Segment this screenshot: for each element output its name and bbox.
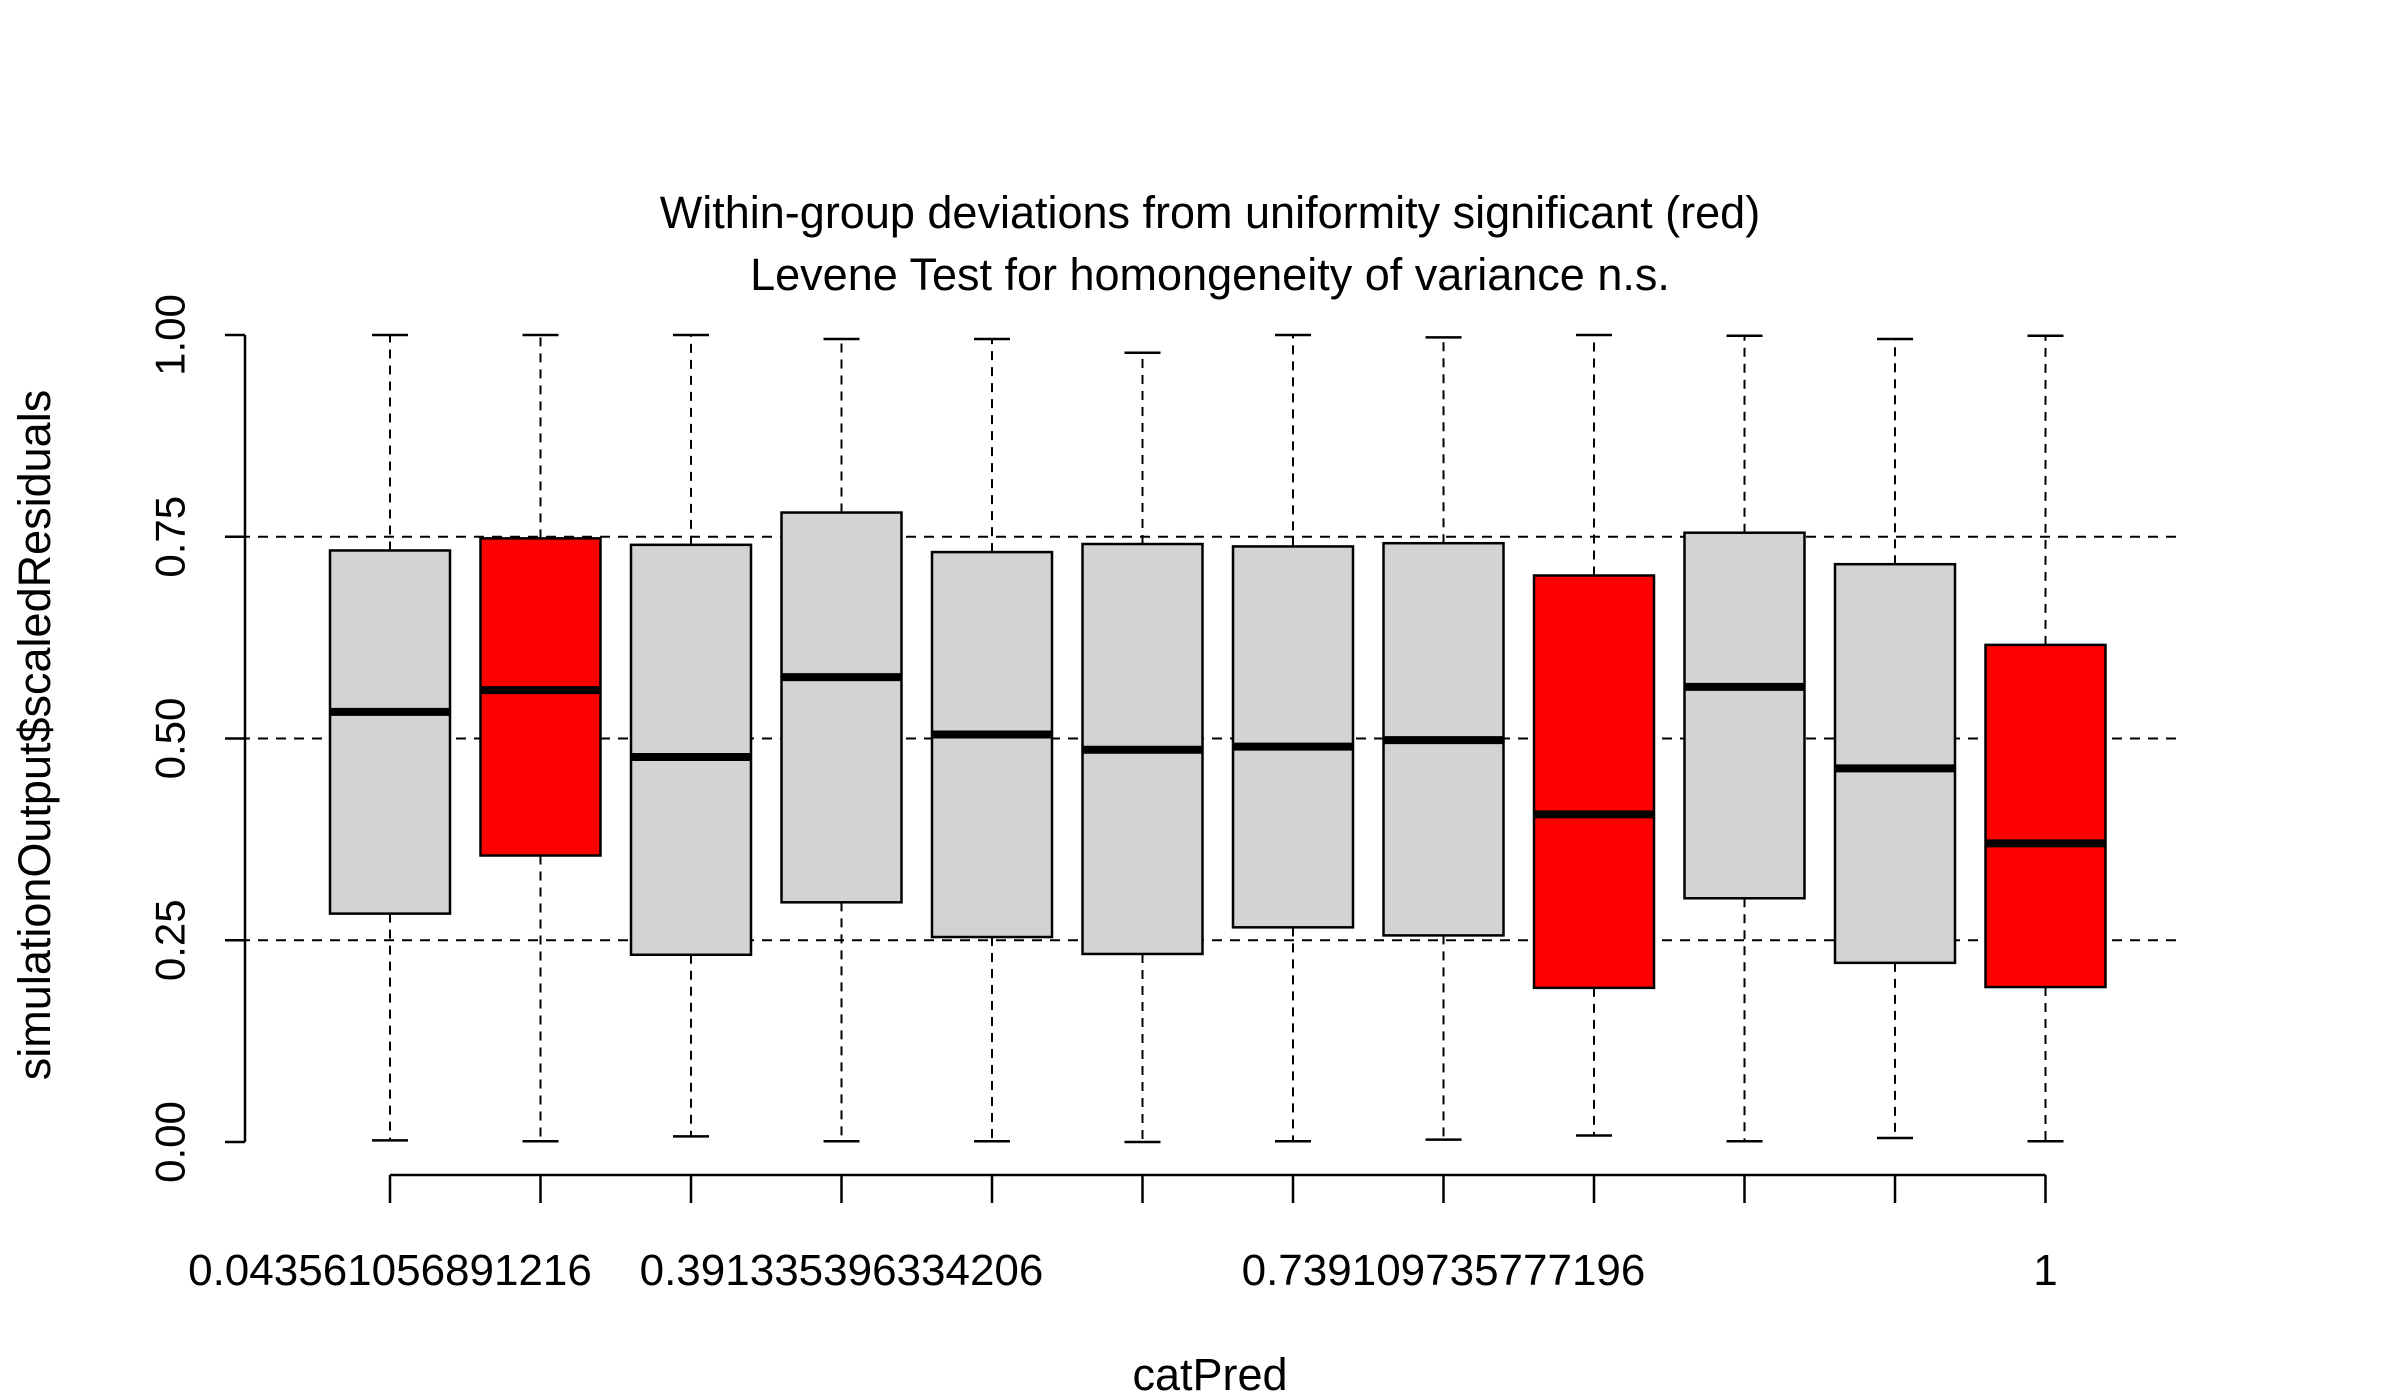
box-group [629,333,753,1138]
x-tick-label: 0.043561056891216 [188,1246,592,1295]
box-group [780,337,903,1143]
box-group [1081,351,1204,1144]
x-axis-label: catPred [1132,1349,1287,1400]
chart-title-significance: Within-group deviations from uniformity … [660,187,1760,238]
box-group [479,333,602,1143]
box-group [1833,337,1957,1140]
y-tick-label: 1.00 [147,294,194,376]
y-tick-label: 0.00 [147,1101,194,1183]
box-significant [1532,574,1656,990]
box [629,543,753,957]
box-significant [1984,643,2107,989]
box [930,550,1054,939]
box-group [930,337,1054,1143]
box [780,511,903,904]
box-group [1683,334,1806,1143]
x-axis: 0.043561056891216 0.391335396334206 0.7391… [188,1173,2058,1295]
box-group [1231,333,1355,1143]
x-tick-label: 1 [2033,1246,2057,1295]
box [1683,531,1806,900]
y-tick-label: 0.50 [147,698,194,780]
y-tick-label: 0.75 [147,496,194,578]
box-series [328,333,2107,1144]
box-group [1532,333,1656,1137]
y-tick-label: 0.25 [147,899,194,981]
box-group [328,333,452,1142]
box [1833,562,1957,965]
chart-title-levene: Levene Test for homongeneity of variance… [750,249,1670,300]
y-axis-label: simulationOutput$scaledResiduals [9,390,60,1080]
box-group [1984,334,2107,1143]
box-significant [479,537,602,857]
box [1231,545,1355,929]
box [328,549,452,915]
x-tick-label: 0.739109735777196 [1242,1246,1646,1295]
box-group [1382,336,1505,1141]
x-tick-label: 0.391335396334206 [640,1246,1044,1295]
y-axis: 0.00 0.25 0.50 0.75 1.00 [147,294,247,1183]
